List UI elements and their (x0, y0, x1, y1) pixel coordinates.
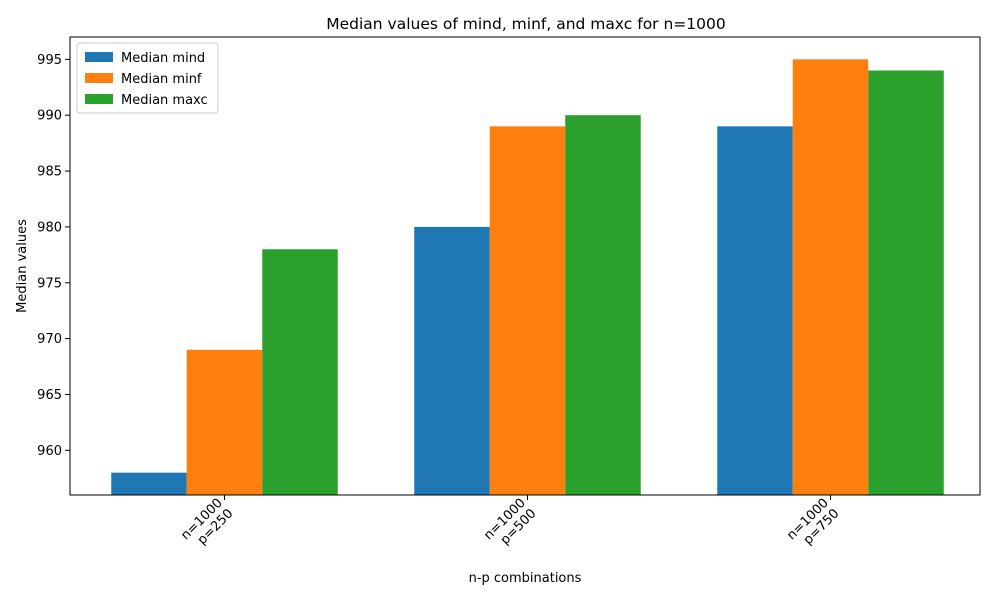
y-tick-label: 970 (37, 332, 62, 347)
plot-frame (69, 36, 981, 496)
x-tick-label: n=1000p=250 (178, 496, 236, 554)
bar (186, 349, 263, 495)
bar (489, 126, 566, 496)
y-tick-label: 965 (37, 388, 62, 403)
y-tick-label: 995 (37, 53, 62, 68)
bar (262, 249, 338, 495)
bar (717, 126, 793, 496)
legend-label: Median minf (121, 72, 202, 87)
y-tick-label: 985 (37, 165, 62, 180)
bar (792, 59, 869, 496)
bar (868, 70, 944, 495)
y-axis-label: Median values (15, 219, 30, 313)
y-tick-label: 960 (37, 444, 62, 459)
x-tick-label: n=1000p=750 (784, 496, 842, 554)
legend-swatch (85, 73, 113, 83)
bar (414, 226, 490, 495)
legend: Median mind Median minf Median maxc (76, 42, 219, 114)
legend-swatch (85, 94, 113, 104)
legend-label: Median mind (121, 51, 205, 66)
legend-swatch (85, 52, 113, 62)
x-axis: n=1000p=250 n=1000p=500 n=1000p=750 (178, 495, 842, 554)
x-axis-label: n-p combinations (469, 571, 582, 586)
y-tick-label: 975 (37, 276, 62, 291)
bar (565, 115, 641, 495)
bar (111, 472, 187, 495)
x-tick-label: n=1000p=500 (481, 496, 539, 554)
y-tick-label: 980 (37, 220, 62, 235)
y-axis: 960 965 970 975 980 985 990 995 (37, 53, 70, 459)
bars (111, 59, 944, 496)
legend-label: Median maxc (121, 93, 208, 108)
chart-title: Median values of mind, minf, and maxc fo… (326, 15, 726, 33)
y-tick-label: 990 (37, 109, 62, 124)
